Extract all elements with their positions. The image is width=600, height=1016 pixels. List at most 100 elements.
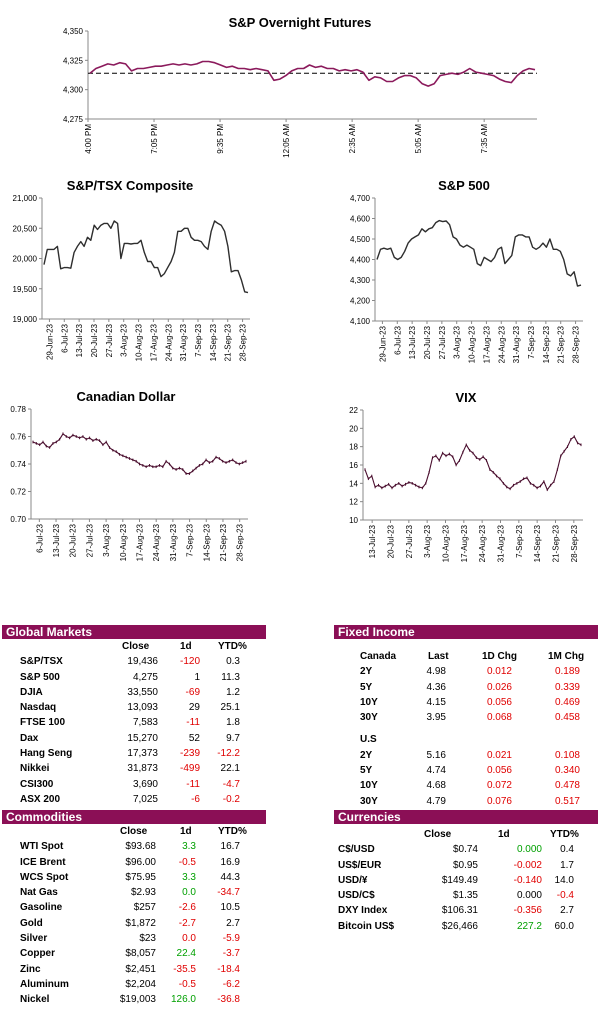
x-tick-label: 14-Sep-23 (533, 524, 542, 562)
row-name: Bitcoin US$ (338, 920, 395, 932)
series-line (364, 436, 582, 491)
fixed-income-header-us: U.S (334, 732, 598, 747)
x-tick-label: 7-Sep-23 (186, 523, 195, 556)
y-tick-label: 4,300 (350, 276, 371, 285)
col-ytd: YTD% (550, 829, 579, 840)
x-tick-label: 24-Aug-23 (164, 323, 173, 361)
x-tick-label: 9:35 PM (216, 124, 225, 154)
x-tick-label: 7:35 AM (480, 124, 489, 154)
table-row: Copper $8,057 22.4 -3.7 (2, 946, 266, 961)
row-name: ASX 200 (20, 793, 61, 805)
y-tick-label: 18 (349, 443, 358, 452)
row-tenor: 2Y (360, 749, 373, 761)
series-line (32, 433, 247, 475)
x-tick-label: 20-Jul-23 (387, 524, 396, 558)
y-tick-label: 19,000 (13, 315, 38, 324)
row-close: $2.93 (130, 887, 156, 899)
row-tenor: 30Y (360, 712, 378, 724)
table-row: Nikkei 31,873 -499 22.1 (2, 761, 266, 776)
row-ytd: -12.2 (217, 748, 240, 760)
row-close: 13,093 (127, 702, 158, 714)
table-row: Nasdaq 13,093 29 25.1 (2, 700, 266, 715)
commodities-header: Close 1d YTD% (2, 824, 266, 839)
y-tick-label: 4,100 (350, 317, 371, 326)
x-tick-label: 14-Sep-23 (209, 323, 218, 361)
x-tick-label: 21-Sep-23 (552, 524, 561, 562)
row-close: 7,583 (132, 717, 158, 729)
row-last: 4.36 (426, 681, 446, 693)
chart-title: S&P/TSX Composite (67, 178, 193, 193)
row-ytd: -3.7 (222, 948, 240, 960)
y-tick-label: 4,200 (350, 297, 371, 306)
x-tick-label: 10-Aug-23 (442, 524, 451, 562)
row-name: Nasdaq (20, 702, 57, 714)
row-1d: 29 (188, 702, 200, 714)
y-tick-label: 22 (349, 406, 358, 415)
y-tick-label: 4,700 (350, 194, 371, 203)
row-1d-chg: 0.021 (486, 749, 512, 761)
row-1d: -11 (186, 717, 200, 729)
col-last: Last (428, 651, 449, 662)
chart-title: VIX (456, 390, 477, 405)
cad-chart: Canadian Dollar 0.70 0.72 0.74 0.76 0.78 6-Jul… (10, 389, 248, 561)
currencies-header: Close 1d YTD% (334, 827, 598, 842)
x-tick-label: 3-Aug-23 (423, 524, 432, 557)
y-tick-label: 20,500 (13, 224, 38, 233)
x-tick-label: 3-Aug-23 (120, 323, 129, 356)
row-close: $26,466 (441, 920, 478, 932)
row-ytd: -5.9 (222, 933, 240, 945)
row-close: $75.95 (125, 871, 156, 883)
x-tick-label: 3-Aug-23 (102, 523, 111, 556)
x-tick-label: 12:05 AM (282, 124, 291, 158)
x-tick-label: 7-Sep-23 (527, 325, 536, 358)
x-tick-label: 27-Jul-23 (405, 524, 414, 558)
row-name: USD/¥ (338, 874, 368, 886)
row-1d: 0.0 (182, 887, 196, 899)
x-tick-label: 10-Aug-23 (468, 325, 477, 363)
y-tick-label: 20 (349, 424, 358, 433)
x-tick-label: 5:05 AM (414, 124, 423, 154)
row-last: 4.98 (426, 666, 446, 678)
x-tick-label: 20-Jul-23 (423, 325, 432, 359)
x-tick-label: 31-Aug-23 (512, 325, 521, 363)
table-row: WTI Spot $93.68 3.3 16.7 (2, 839, 266, 854)
row-1d: 0.000 (516, 844, 542, 856)
row-1d: -120 (179, 656, 200, 668)
x-tick-label: 28-Sep-23 (239, 323, 248, 361)
row-1m-chg: 0.340 (554, 765, 580, 777)
table-row: 30Y 3.95 0.068 0.458 (334, 710, 598, 725)
row-1m-chg: 0.478 (554, 780, 580, 792)
row-name: ICE Brent (20, 856, 66, 868)
row-1m-chg: 0.458 (554, 712, 580, 724)
canada-label: Canada (360, 651, 397, 662)
table-row: ICE Brent $96.00 -0.5 16.9 (2, 855, 266, 870)
table-row: Nat Gas $2.93 0.0 -34.7 (2, 885, 266, 900)
x-tick-label: 24-Aug-23 (497, 325, 506, 363)
chart-title: Canadian Dollar (77, 389, 176, 404)
us-label: U.S (360, 734, 377, 746)
x-tick-label: 24-Aug-23 (152, 523, 161, 561)
row-close: 7,025 (132, 793, 158, 805)
col-close: Close (120, 826, 148, 837)
row-name: WCS Spot (20, 871, 69, 883)
row-1d: 52 (188, 732, 200, 744)
fixed-income-header-canada: Canada Last 1D Chg 1M Chg (334, 649, 598, 664)
series-line (89, 60, 536, 87)
series-line (376, 219, 582, 287)
row-name: Dax (20, 732, 39, 744)
row-1d: -35.5 (173, 963, 196, 975)
row-name: Zinc (20, 963, 41, 975)
y-tick-label: 4,350 (63, 27, 84, 36)
row-1m-chg: 0.339 (554, 681, 580, 693)
row-close: $0.74 (452, 844, 478, 856)
row-ytd: 1.7 (560, 859, 574, 871)
table-row: 10Y 4.15 0.056 0.469 (334, 695, 598, 710)
table-row: Bitcoin US$ $26,466 227.2 60.0 (334, 919, 598, 934)
row-close: $8,057 (125, 948, 156, 960)
row-last: 4.68 (426, 780, 446, 792)
row-1d: -0.356 (513, 905, 542, 917)
x-tick-label: 24-Aug-23 (478, 524, 487, 562)
row-close: 31,873 (127, 763, 158, 775)
row-name: C$/USD (338, 844, 375, 856)
row-name: Gold (20, 917, 43, 929)
